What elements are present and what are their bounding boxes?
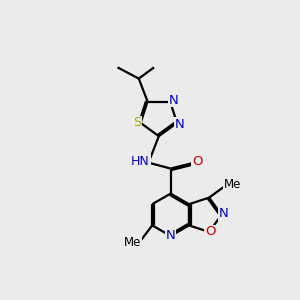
Text: Me: Me	[124, 236, 142, 249]
Text: Me: Me	[224, 178, 242, 191]
Text: N: N	[175, 118, 185, 131]
Text: S: S	[133, 116, 141, 129]
Text: N: N	[169, 94, 178, 106]
Text: O: O	[206, 225, 216, 239]
Text: HN: HN	[131, 155, 150, 168]
Text: N: N	[219, 207, 229, 220]
Text: N: N	[166, 230, 176, 242]
Text: O: O	[192, 155, 202, 168]
